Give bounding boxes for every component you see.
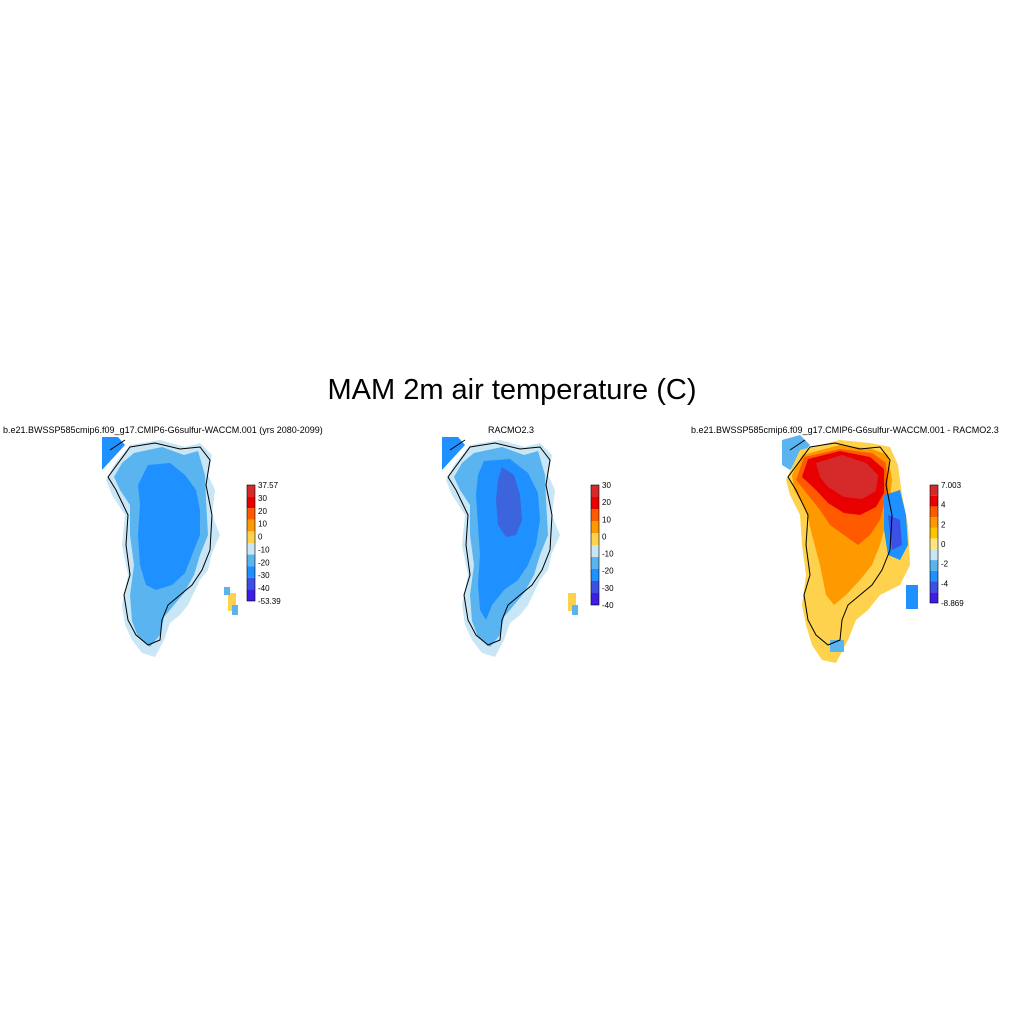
colorbar-swatch [591, 581, 599, 593]
panel-2-title: RACMO2.3 [488, 425, 535, 435]
colorbar-swatch [591, 593, 599, 605]
colorbar-tick-label: -2 [941, 560, 949, 569]
colorbar-tick-label: -53.39 [258, 597, 281, 606]
colorbar-tick-label: -4 [941, 579, 949, 588]
colorbar-tick-label: 20 [602, 498, 611, 507]
colorbar-swatch [591, 509, 599, 521]
colorbar-swatch [247, 577, 255, 590]
colorbar-swatch [247, 589, 255, 601]
panel-3-land-fill [782, 435, 918, 663]
panel-3-colorbar: 7.003 4 2 0 -2 -4 -8.869 [929, 481, 964, 608]
panel-2-land-fill [442, 437, 578, 657]
colorbar-tick-label: -20 [602, 567, 614, 576]
colorbar-swatch [930, 560, 938, 571]
colorbar-tick-label: 30 [602, 481, 611, 490]
colorbar-swatch [930, 570, 938, 582]
panel-3-coastline [787, 439, 893, 646]
colorbar-tick-label: -30 [258, 571, 270, 580]
colorbar-tick-label: 20 [258, 507, 267, 516]
colorbar-swatch [591, 545, 599, 557]
colorbar-swatch [591, 533, 599, 545]
colorbar-tick-label: -40 [258, 584, 270, 593]
colorbar-swatch [247, 519, 255, 532]
colorbar-tick-label: -30 [602, 584, 614, 593]
colorbar-swatch [930, 517, 938, 528]
colorbar-swatch [247, 543, 255, 555]
colorbar-swatch [930, 506, 938, 518]
colorbar-swatch [591, 521, 599, 533]
colorbar-swatch [930, 527, 938, 539]
panel-2-coastline [447, 439, 553, 646]
colorbar-swatch [930, 485, 938, 496]
panel-3-map [782, 435, 918, 663]
colorbar-swatch [247, 554, 255, 567]
colorbar-tick-label: -10 [258, 545, 270, 554]
panel-1-map [102, 437, 238, 657]
panel-2-colorbar: 30 20 10 0 -10 -20 -30 -40 [590, 481, 614, 610]
panel-1-colorbar: 37.57 30 20 10 0 -10 -20 -30 -40 -53.39 [246, 481, 281, 606]
figure-title: MAM 2m air temperature (C) [327, 374, 697, 406]
colorbar-tick-label: 0 [602, 532, 607, 541]
panel-1-land-fill [102, 437, 238, 657]
colorbar-tick-label: -8.869 [941, 599, 964, 608]
colorbar-swatch [247, 566, 255, 578]
colorbar-tick-label: -40 [602, 601, 614, 610]
colorbar-swatch [930, 538, 938, 550]
colorbar-swatch [591, 557, 599, 569]
colorbar-swatch [930, 495, 938, 507]
panel-1-coastline [107, 439, 213, 646]
colorbar-tick-label: 30 [258, 494, 267, 503]
colorbar-tick-label: -20 [258, 558, 270, 567]
colorbar-swatch [591, 497, 599, 509]
colorbar-swatch [247, 496, 255, 509]
colorbar-swatch [591, 485, 599, 497]
colorbar-tick-label: 7.003 [941, 481, 962, 490]
panel-3-title: b.e21.BWSSP585cmip6.f09_g17.CMIP6-G6sulf… [691, 425, 999, 435]
colorbar-tick-label: 10 [258, 520, 267, 529]
colorbar-swatch [930, 581, 938, 593]
colorbar-tick-label: 4 [941, 501, 946, 510]
colorbar-swatch [247, 485, 255, 497]
colorbar-tick-label: -10 [602, 550, 614, 559]
colorbar-tick-label: 2 [941, 520, 946, 529]
colorbar-swatch [247, 508, 255, 520]
colorbar-swatch [591, 569, 599, 581]
panel-1-title: b.e21.BWSSP585cmip6.f09_g17.CMIP6-G6sulf… [3, 425, 323, 435]
colorbar-tick-label: 37.57 [258, 481, 279, 490]
panel-2-map [442, 437, 578, 657]
colorbar-tick-label: 10 [602, 515, 611, 524]
colorbar-swatch [930, 592, 938, 603]
colorbar-tick-label: 0 [941, 540, 946, 549]
colorbar-swatch [247, 531, 255, 543]
colorbar-swatch [930, 549, 938, 561]
colorbar-tick-label: 0 [258, 533, 263, 542]
